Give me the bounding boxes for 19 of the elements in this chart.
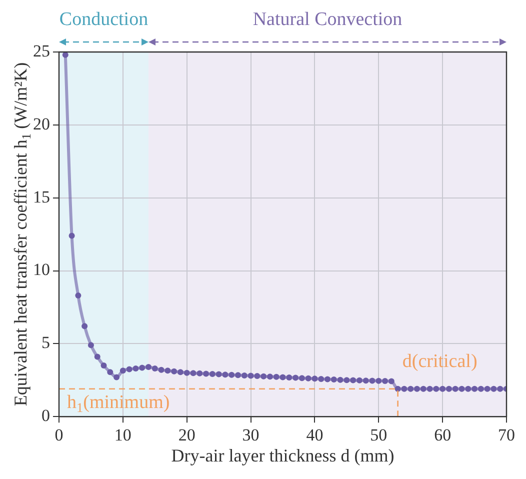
x-tick-label: 0 — [54, 425, 64, 444]
x-tick-label: 50 — [370, 425, 388, 444]
x-tick-label: 10 — [114, 425, 132, 444]
y-tick-label: 20 — [33, 114, 50, 134]
band-label: Natural Convection — [252, 8, 403, 30]
x-tick-label: 70 — [498, 425, 515, 444]
y-tick-label: 10 — [33, 260, 50, 280]
y-tick-label: 15 — [33, 187, 50, 206]
y-tick-label: 25 — [33, 41, 50, 60]
x-axis-title: Dry-air layer thickness d (mm) — [171, 445, 394, 466]
x-tick-label: 20 — [178, 425, 196, 444]
y-axis-title: Equivalent heat transfer coefficient h1 (W/m²K) — [10, 62, 34, 406]
ref-line-label: d(critical) — [402, 350, 478, 372]
band-label: Conduction — [59, 8, 149, 30]
x-tick-label: 60 — [434, 425, 452, 444]
y-tick-label: 5 — [42, 333, 50, 352]
x-tick-label: 40 — [306, 425, 324, 444]
y-tick-label: 0 — [42, 406, 50, 426]
x-tick-label: 30 — [242, 425, 260, 444]
